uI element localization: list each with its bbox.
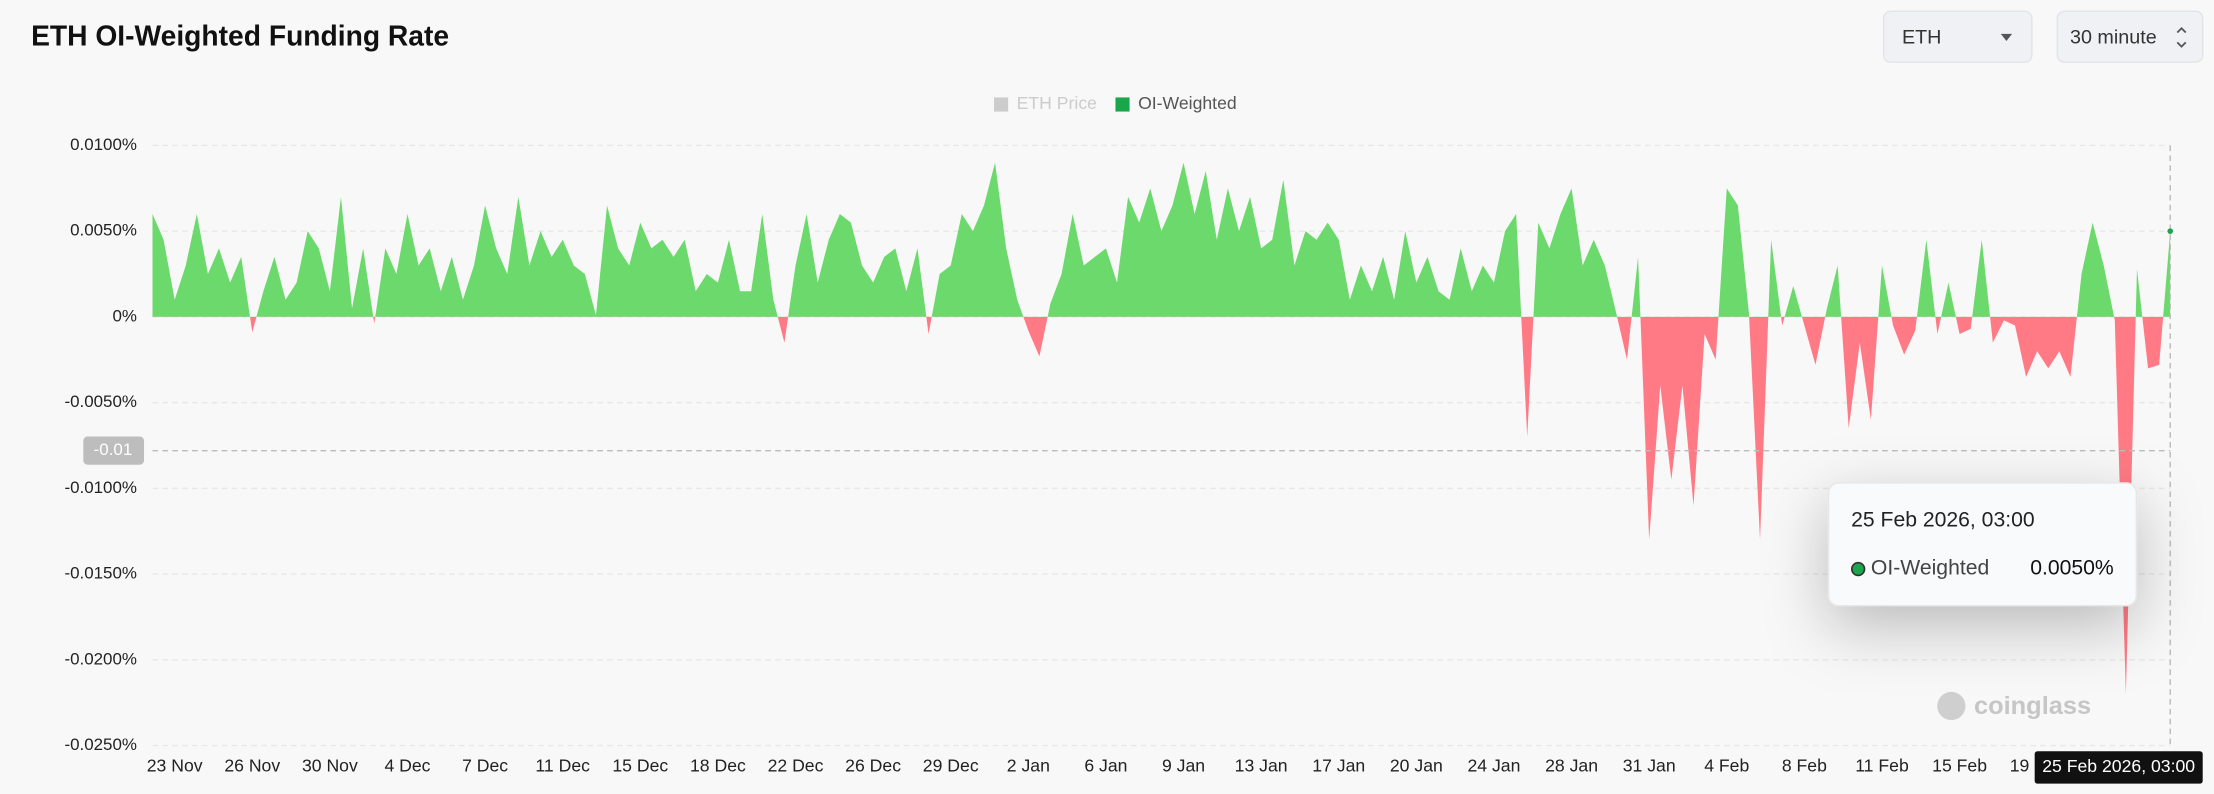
select-box[interactable] [2056, 10, 2204, 63]
legend-label[interactable]: ETH Price [1017, 93, 1097, 113]
y-tick-label: -0.0100% [64, 478, 137, 497]
area-positive [152, 162, 2171, 317]
y-tick-label: -0.0250% [64, 735, 137, 754]
plot: 0.0100% 0.0050% 0% -0.0050% -0.0100% -0.0150%… [64, 93, 2203, 784]
x-tick-label: 4 Dec [384, 755, 430, 775]
tooltip-series: OI-Weighted [1871, 557, 1989, 580]
x-tick-label: 13 Jan [1235, 755, 1288, 775]
x-tick-label: 18 Dec [690, 755, 746, 775]
x-tick-label: 29 Dec [923, 755, 979, 775]
x-tick-label: 6 Jan [1084, 755, 1127, 775]
x-tick-label: 15 Feb [1932, 755, 1987, 775]
x-tick-label: 2 Jan [1007, 755, 1050, 775]
symbol-select[interactable]: ETH [1882, 10, 2033, 63]
x-tick-label: 11 Dec [535, 755, 590, 775]
x-tick-label: 22 Dec [768, 755, 824, 775]
x-tick-label: 23 Nov [147, 755, 203, 775]
tooltip-value: 0.0050% [2030, 557, 2114, 580]
area-negative [152, 316, 2171, 695]
x-tick-label: 26 Nov [224, 755, 280, 775]
y-tick-label: 0% [112, 306, 136, 325]
legend-swatch[interactable] [1115, 97, 1130, 112]
y-tick-label: 0.0100% [70, 135, 137, 154]
crosshair-x-box [2034, 751, 2203, 784]
x-tick-label: 17 Jan [1312, 755, 1365, 775]
x-tick-label: 7 Dec [462, 755, 508, 775]
crosshair-y-box [83, 436, 145, 465]
select-box[interactable] [1882, 10, 2033, 63]
x-tick-label: 28 Jan [1545, 755, 1598, 775]
x-tick-label: 15 Dec [612, 755, 668, 775]
x-tick-label: 9 Jan [1162, 755, 1205, 775]
x-tick-label: 31 Jan [1623, 755, 1676, 775]
x-tick-label: 8 Feb [1782, 755, 1827, 775]
watermark: coinglass [1974, 692, 2091, 720]
page-title: ETH OI-Weighted Funding Rate [31, 20, 449, 52]
y-tick-label: -0.0150% [64, 564, 137, 583]
interval-select[interactable]: 30 minute [2056, 10, 2204, 63]
y-tick-label: 0.0050% [70, 221, 137, 240]
crosshair-x-label: 25 Feb 2026, 03:00 [2042, 756, 2195, 776]
select-value[interactable]: 30 minute [2070, 26, 2157, 48]
legend-label[interactable]: OI-Weighted [1138, 93, 1237, 113]
y-tick-label: -0.0200% [64, 649, 137, 668]
stepper [2176, 26, 2187, 48]
tooltip-title: 25 Feb 2026, 03:00 [1851, 509, 2035, 532]
x-tick-label: 30 Nov [302, 755, 358, 775]
x-tick-label: 26 Dec [845, 755, 901, 775]
watermark-icon [1937, 691, 1966, 721]
x-tick-label: 11 Feb [1855, 755, 1909, 775]
x-tick-label: 24 Jan [1467, 755, 1520, 775]
tooltip-box [1827, 482, 2138, 607]
legend-swatch[interactable] [994, 97, 1009, 112]
tooltip-marker [1850, 561, 1866, 577]
crosshair-y-label: -0.01 [94, 440, 133, 459]
y-tick-label: -0.0050% [64, 392, 137, 411]
x-tick-label: 20 Jan [1390, 755, 1443, 775]
x-tick-label: 4 Feb [1704, 755, 1749, 775]
hover-point [2167, 228, 2174, 235]
caret [2000, 33, 2013, 41]
select-value[interactable]: ETH [1902, 26, 1942, 48]
